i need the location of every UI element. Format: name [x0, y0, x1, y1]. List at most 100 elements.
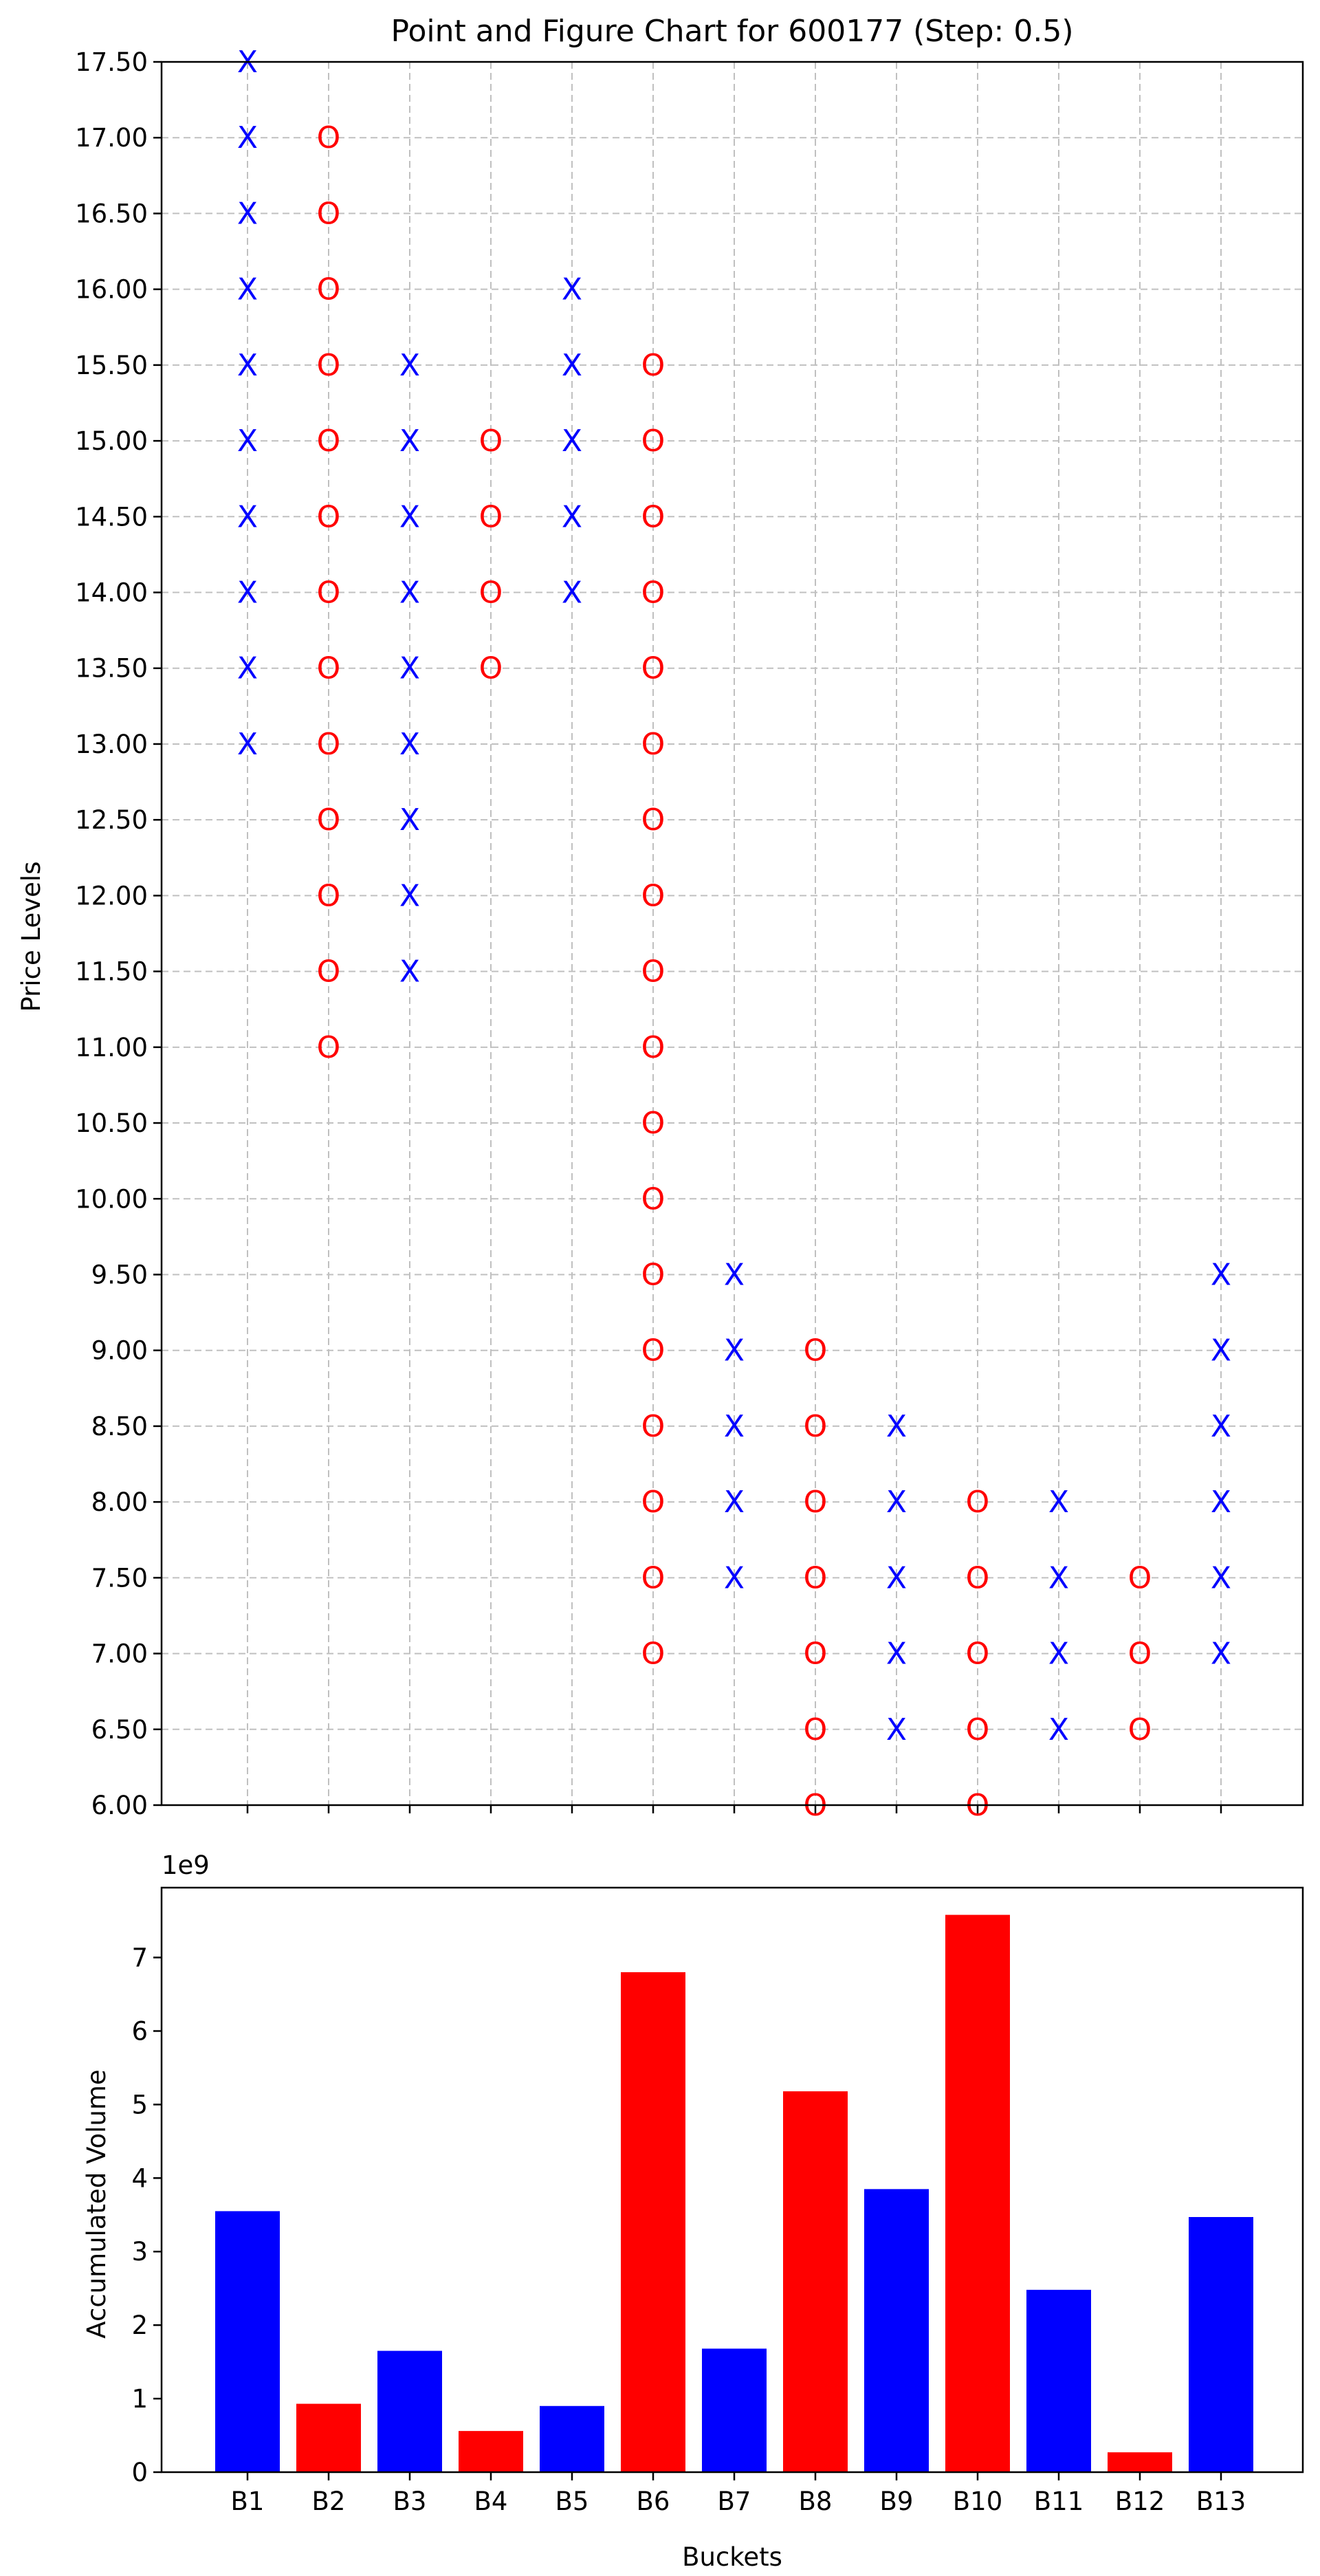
o-mark: O	[641, 1257, 666, 1292]
x-mark: X	[1211, 1560, 1231, 1595]
o-mark: O	[641, 348, 666, 383]
volume-x-tick-label: B7	[718, 2487, 751, 2516]
x-mark: X	[562, 348, 582, 383]
y-tick-label: 7.50	[91, 1563, 148, 1593]
o-mark: O	[641, 651, 666, 686]
chart-title: Point and Figure Chart for 600177 (Step:…	[391, 14, 1074, 49]
pf-column: X X X X X	[562, 272, 582, 611]
volume-x-tick-label: B10	[953, 2487, 1002, 2516]
o-mark: O	[317, 499, 341, 534]
o-mark: O	[804, 1560, 828, 1595]
volume-y-tick-label: 7	[131, 1943, 148, 1973]
volume-x-tick-label: B1	[231, 2487, 265, 2516]
volume-y-tick-label: 3	[131, 2237, 148, 2267]
o-mark: O	[641, 954, 666, 990]
o-mark: O	[641, 576, 666, 611]
o-mark: O	[804, 1409, 828, 1444]
volume-x-tick-label: B8	[799, 2487, 833, 2516]
x-mark: X	[1211, 1257, 1231, 1292]
volume-y-tick-label: 2	[131, 2311, 148, 2340]
o-mark: O	[641, 1485, 666, 1520]
volume-y-tick-label: 5	[131, 2090, 148, 2119]
x-mark: X	[399, 878, 420, 913]
y-tick-label: 11.50	[75, 957, 148, 987]
y-axis-label-volume: Accumulated Volume	[82, 2069, 111, 2338]
x-mark: X	[724, 1409, 745, 1444]
o-mark: O	[966, 1485, 990, 1520]
x-mark: X	[399, 499, 420, 534]
volume-bar	[296, 2403, 361, 2472]
x-mark: X	[399, 576, 420, 611]
x-mark: X	[1048, 1637, 1069, 1672]
volume-x-ticks: B1 B2 B3 B4 B5 B6 B7 B8 B9 B10 B11 B12 B13	[231, 2472, 1246, 2516]
x-mark: X	[886, 1485, 907, 1520]
volume-bar	[945, 1914, 1010, 2472]
o-mark: O	[641, 1333, 666, 1368]
o-mark: O	[804, 1485, 828, 1520]
volume-y-ticks: 0 1 2 3 4 5 6 7	[131, 1943, 162, 2487]
o-mark: O	[804, 1333, 828, 1368]
y-tick-label: 12.50	[75, 805, 148, 835]
x-mark: X	[724, 1333, 745, 1368]
volume-bar	[864, 2189, 929, 2472]
y-tick-label: 10.00	[75, 1184, 148, 1214]
volume-bar-chart: 1e9 Accumulated Volume Buckets 01234567 …	[82, 1851, 1304, 2572]
o-mark: O	[641, 1637, 666, 1672]
o-mark: O	[641, 878, 666, 913]
y-tick-label: 16.50	[75, 199, 148, 228]
o-mark: O	[1128, 1560, 1152, 1595]
y-tick-label: 8.50	[91, 1412, 148, 1441]
x-mark: X	[1048, 1560, 1069, 1595]
y-tick-label: 15.00	[75, 426, 148, 456]
o-mark: O	[641, 499, 666, 534]
volume-bars	[215, 1914, 1253, 2472]
volume-x-tick-label: B12	[1115, 2487, 1165, 2516]
pf-column: X X X X X X	[1211, 1257, 1231, 1671]
pf-column: X X X X	[1048, 1485, 1069, 1747]
o-mark: O	[966, 1637, 990, 1672]
x-axis-ticks	[246, 1805, 1222, 1813]
volume-x-tick-label: B3	[393, 2487, 427, 2516]
o-mark: O	[317, 651, 341, 686]
o-mark: O	[317, 348, 341, 383]
volume-bar	[377, 2350, 442, 2472]
x-mark: X	[562, 576, 582, 611]
volume-x-tick-label: B9	[880, 2487, 914, 2516]
pf-column: X X X X X	[886, 1409, 907, 1747]
x-mark: X	[886, 1560, 907, 1595]
o-mark: O	[317, 272, 341, 307]
x-mark: X	[237, 651, 258, 686]
x-mark: X	[399, 727, 420, 762]
volume-y-tick-label: 1	[131, 2384, 148, 2414]
volume-x-tick-label: B11	[1034, 2487, 1084, 2516]
o-mark: O	[1128, 1637, 1152, 1672]
y-tick-label: 6.50	[91, 1715, 148, 1745]
volume-x-tick-label: B6	[637, 2487, 670, 2516]
o-mark: O	[804, 1637, 828, 1672]
y-tick-label: 9.00	[91, 1336, 148, 1366]
volume-x-tick-label: B5	[556, 2487, 589, 2516]
x-mark: X	[886, 1712, 907, 1747]
y-tick-label: 17.00	[75, 123, 148, 153]
x-mark: X	[1211, 1485, 1231, 1520]
x-mark: X	[886, 1637, 907, 1672]
o-mark: O	[479, 651, 503, 686]
x-mark: X	[724, 1257, 745, 1292]
x-mark: X	[1211, 1637, 1231, 1672]
scale-label: 1e9	[162, 1851, 210, 1880]
volume-bar	[215, 2211, 280, 2472]
pf-column: O O O O O O O O O O O O O	[317, 120, 341, 1065]
o-mark: O	[317, 120, 341, 155]
volume-bar	[1026, 2289, 1091, 2472]
o-mark: O	[317, 1030, 341, 1065]
o-mark: O	[317, 878, 341, 913]
volume-y-tick-label: 0	[131, 2458, 148, 2487]
volume-bar	[702, 2348, 767, 2472]
pf-column: O O O	[1128, 1560, 1152, 1747]
o-mark: O	[641, 1181, 666, 1216]
y-tick-label: 12.00	[75, 881, 148, 910]
volume-x-tick-label: B13	[1196, 2487, 1246, 2516]
o-mark: O	[966, 1560, 990, 1595]
